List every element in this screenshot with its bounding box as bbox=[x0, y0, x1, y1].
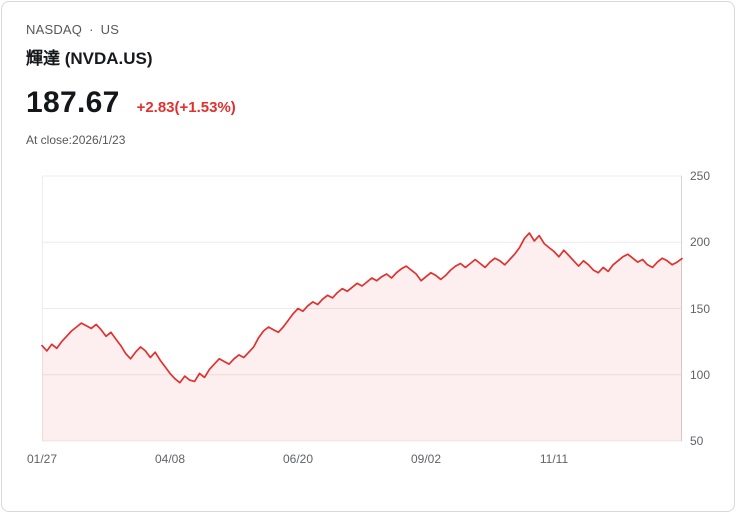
as-of-label: At close:2026/1/23 bbox=[26, 133, 126, 147]
price-chart: 250 200 150 100 50 01/27 04/08 06/20 09/02 11/11 bbox=[26, 168, 710, 468]
stock-title: 輝達 (NVDA.US) bbox=[26, 49, 153, 68]
exchange-info: NASDAQ · US bbox=[26, 22, 710, 37]
y-tick-label: 250 bbox=[690, 169, 711, 183]
separator-dot: · bbox=[89, 22, 94, 37]
price-line-chart bbox=[41, 175, 683, 442]
chart-plot-area[interactable] bbox=[41, 175, 683, 442]
x-tick-label: 01/27 bbox=[26, 452, 58, 466]
price-row: 187.67 +2.83(+1.53%) bbox=[26, 86, 710, 120]
current-price: 187.67 bbox=[26, 86, 120, 119]
exchange-name: NASDAQ bbox=[26, 22, 83, 37]
y-tick-label: 50 bbox=[690, 434, 704, 448]
x-tick-label: 09/02 bbox=[410, 452, 442, 466]
x-tick-label: 11/11 bbox=[539, 452, 569, 466]
x-tick-label: 06/20 bbox=[282, 452, 314, 466]
y-tick-label: 100 bbox=[690, 367, 711, 382]
y-tick-label: 200 bbox=[690, 235, 711, 250]
y-tick-label: 150 bbox=[690, 301, 711, 316]
x-tick-label: 04/08 bbox=[154, 452, 186, 466]
region-label: US bbox=[100, 22, 120, 37]
price-change: +2.83(+1.53%) bbox=[136, 99, 236, 116]
